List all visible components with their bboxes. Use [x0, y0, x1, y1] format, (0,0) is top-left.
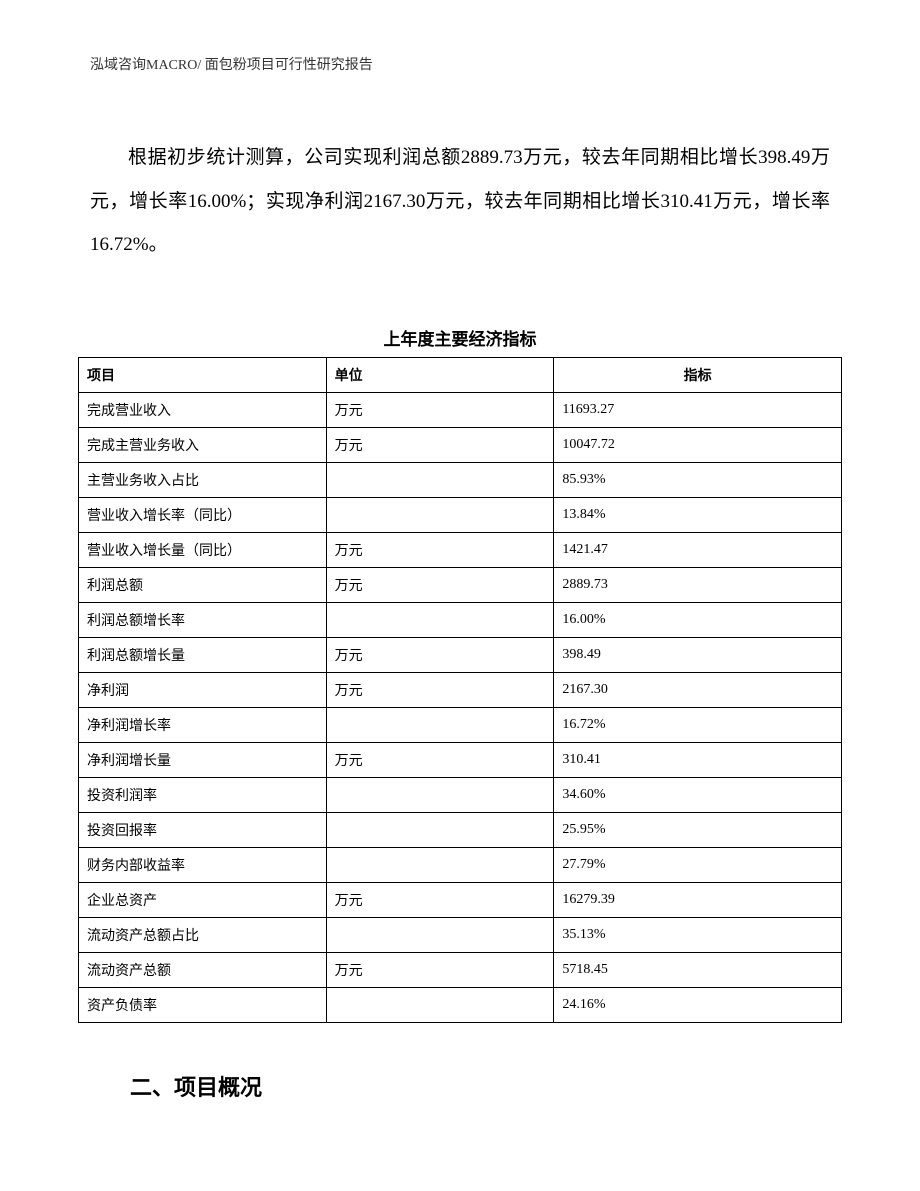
table-cell-unit: 万元: [326, 533, 554, 568]
table-title: 上年度主要经济指标: [0, 325, 920, 350]
table-cell-unit: [326, 848, 554, 883]
table-cell-unit: [326, 988, 554, 1023]
table-row: 企业总资产万元16279.39: [79, 883, 842, 918]
table-cell-item: 利润总额: [79, 568, 327, 603]
table-cell-unit: 万元: [326, 673, 554, 708]
table-cell-unit: 万元: [326, 568, 554, 603]
table-cell-unit: [326, 813, 554, 848]
table-cell-item: 净利润增长率: [79, 708, 327, 743]
table-row: 财务内部收益率 27.79%: [79, 848, 842, 883]
table-cell-value: 16.72%: [554, 708, 842, 743]
table-row: 完成主营业务收入万元10047.72: [79, 428, 842, 463]
table-cell-item: 资产负债率: [79, 988, 327, 1023]
table-cell-unit: 万元: [326, 393, 554, 428]
table-cell-unit: 万元: [326, 428, 554, 463]
table-cell-unit: [326, 498, 554, 533]
table-cell-item: 流动资产总额占比: [79, 918, 327, 953]
table-cell-value: 398.49: [554, 638, 842, 673]
table-row: 完成营业收入万元11693.27: [79, 393, 842, 428]
table-cell-value: 16.00%: [554, 603, 842, 638]
table-row: 净利润万元2167.30: [79, 673, 842, 708]
header-company: 泓域咨询MACRO/: [90, 58, 201, 73]
table-cell-unit: [326, 778, 554, 813]
table-row: 营业收入增长量（同比）万元1421.47: [79, 533, 842, 568]
table-row: 净利润增长率 16.72%: [79, 708, 842, 743]
table-row: 投资利润率 34.60%: [79, 778, 842, 813]
table-cell-value: 16279.39: [554, 883, 842, 918]
table-cell-item: 营业收入增长量（同比）: [79, 533, 327, 568]
table-cell-value: 2167.30: [554, 673, 842, 708]
table-cell-item: 主营业务收入占比: [79, 463, 327, 498]
table-cell-item: 完成主营业务收入: [79, 428, 327, 463]
table-row: 利润总额增长量万元398.49: [79, 638, 842, 673]
economic-indicators-table: 项目 单位 指标 完成营业收入万元11693.27完成主营业务收入万元10047…: [78, 357, 842, 1023]
table-cell-unit: [326, 708, 554, 743]
table-cell-item: 财务内部收益率: [79, 848, 327, 883]
page-header: 泓域咨询MACRO/ 面包粉项目可行性研究报告: [90, 54, 373, 74]
table-cell-unit: [326, 463, 554, 498]
table-row: 利润总额增长率 16.00%: [79, 603, 842, 638]
header-doc-title: 面包粉项目可行性研究报告: [205, 58, 373, 73]
table-cell-item: 净利润: [79, 673, 327, 708]
table-cell-value: 5718.45: [554, 953, 842, 988]
table-cell-unit: 万元: [326, 638, 554, 673]
table-row: 流动资产总额万元5718.45: [79, 953, 842, 988]
table-cell-unit: [326, 603, 554, 638]
table-row: 投资回报率 25.95%: [79, 813, 842, 848]
table-cell-value: 2889.73: [554, 568, 842, 603]
table-row: 资产负债率 24.16%: [79, 988, 842, 1023]
table-cell-value: 85.93%: [554, 463, 842, 498]
table-cell-value: 34.60%: [554, 778, 842, 813]
table-cell-item: 投资回报率: [79, 813, 327, 848]
table-cell-item: 利润总额增长量: [79, 638, 327, 673]
table-cell-value: 1421.47: [554, 533, 842, 568]
table-header-value: 指标: [554, 358, 842, 393]
table-row: 流动资产总额占比 35.13%: [79, 918, 842, 953]
table-cell-item: 完成营业收入: [79, 393, 327, 428]
table-cell-item: 营业收入增长率（同比）: [79, 498, 327, 533]
table-cell-item: 流动资产总额: [79, 953, 327, 988]
table-row: 主营业务收入占比 85.93%: [79, 463, 842, 498]
table-cell-unit: 万元: [326, 743, 554, 778]
table-row: 净利润增长量万元310.41: [79, 743, 842, 778]
table-row: 营业收入增长率（同比） 13.84%: [79, 498, 842, 533]
table-cell-unit: [326, 918, 554, 953]
table-cell-value: 24.16%: [554, 988, 842, 1023]
table-header-unit: 单位: [326, 358, 554, 393]
table-cell-item: 企业总资产: [79, 883, 327, 918]
section-heading: 二、项目概况: [130, 1070, 262, 1102]
paragraph-text: 根据初步统计测算，公司实现利润总额2889.73万元，较去年同期相比增长398.…: [90, 147, 830, 255]
table-cell-value: 310.41: [554, 743, 842, 778]
table-cell-unit: 万元: [326, 883, 554, 918]
table-cell-value: 35.13%: [554, 918, 842, 953]
table-cell-item: 净利润增长量: [79, 743, 327, 778]
table-cell-value: 13.84%: [554, 498, 842, 533]
table-cell-value: 10047.72: [554, 428, 842, 463]
table-cell-value: 11693.27: [554, 393, 842, 428]
table-header-row: 项目 单位 指标: [79, 358, 842, 393]
table-header-item: 项目: [79, 358, 327, 393]
table-cell-value: 25.95%: [554, 813, 842, 848]
table-row: 利润总额万元2889.73: [79, 568, 842, 603]
table-cell-unit: 万元: [326, 953, 554, 988]
table-cell-item: 利润总额增长率: [79, 603, 327, 638]
table-cell-value: 27.79%: [554, 848, 842, 883]
body-paragraph: 根据初步统计测算，公司实现利润总额2889.73万元，较去年同期相比增长398.…: [90, 136, 830, 267]
table-cell-item: 投资利润率: [79, 778, 327, 813]
